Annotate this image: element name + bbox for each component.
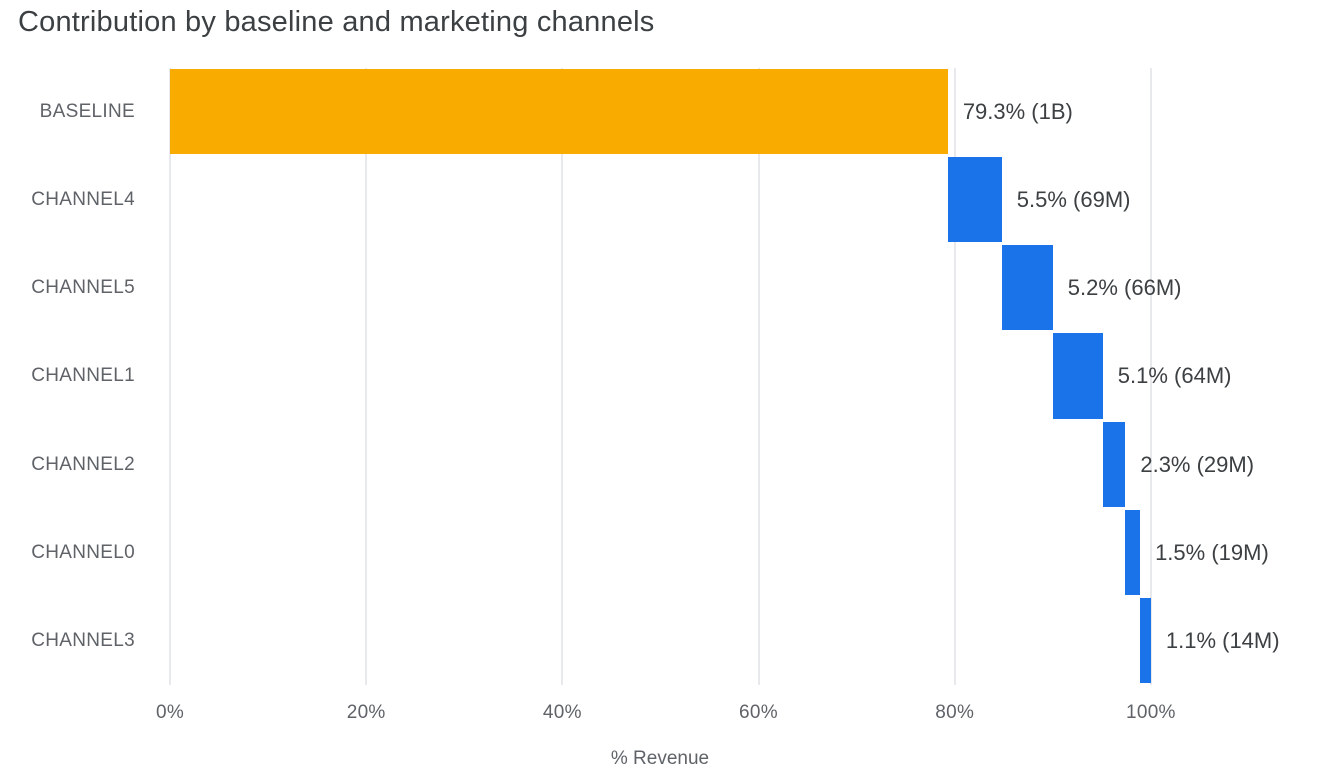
grid-line (561, 68, 564, 685)
category-label-channel5: CHANNEL5 (31, 277, 135, 299)
bar-channel4 (947, 157, 1002, 243)
value-label-channel0: 1.5% (19M) (1155, 539, 1269, 565)
category-label-channel3: CHANNEL3 (31, 629, 135, 651)
x-tick-label: 0% (155, 702, 185, 723)
category-label-channel1: CHANNEL1 (31, 365, 135, 387)
x-tick-label: 80% (935, 702, 975, 723)
value-label-channel3: 1.1% (14M) (1165, 627, 1280, 653)
bar-channel2 (1102, 421, 1126, 507)
value-label-channel2: 2.3% (29M) (1140, 451, 1255, 477)
category-label-channel2: CHANNEL2 (31, 453, 135, 475)
bar-channel1 (1052, 333, 1103, 419)
chart-title: Contribution by baseline and marketing c… (18, 6, 655, 38)
category-label-channel0: CHANNEL0 (31, 541, 135, 563)
bar-baseline (170, 69, 948, 155)
bar-channel5 (1001, 245, 1053, 331)
value-label-channel5: 5.2% (66M) (1067, 275, 1182, 301)
grid-line (1149, 68, 1152, 685)
bar-channel3 (1140, 597, 1151, 683)
x-tick-label: 20% (346, 702, 386, 723)
x-tick-label: 40% (542, 702, 582, 723)
x-tick-label: 100% (1125, 702, 1176, 723)
grid-line (757, 68, 760, 685)
value-label-channel1: 5.1% (64M) (1117, 363, 1232, 389)
x-axis-label: % Revenue (610, 748, 710, 769)
value-label-baseline: 79.3% (1B) (962, 99, 1073, 125)
x-tick-label: 60% (739, 702, 778, 723)
grid-line (365, 68, 368, 685)
value-label-channel4: 5.5% (69M) (1016, 187, 1131, 213)
grid-line (169, 68, 171, 685)
category-label-baseline: BASELINE (39, 101, 135, 123)
plot-area: 0% 20% 40% 60% 80% 100% BASELINE 79.3% (1B) CHAN… (31, 68, 1280, 723)
bar-channel0 (1125, 509, 1141, 595)
category-label-channel4: CHANNEL4 (31, 189, 135, 211)
grid-line (953, 68, 956, 685)
